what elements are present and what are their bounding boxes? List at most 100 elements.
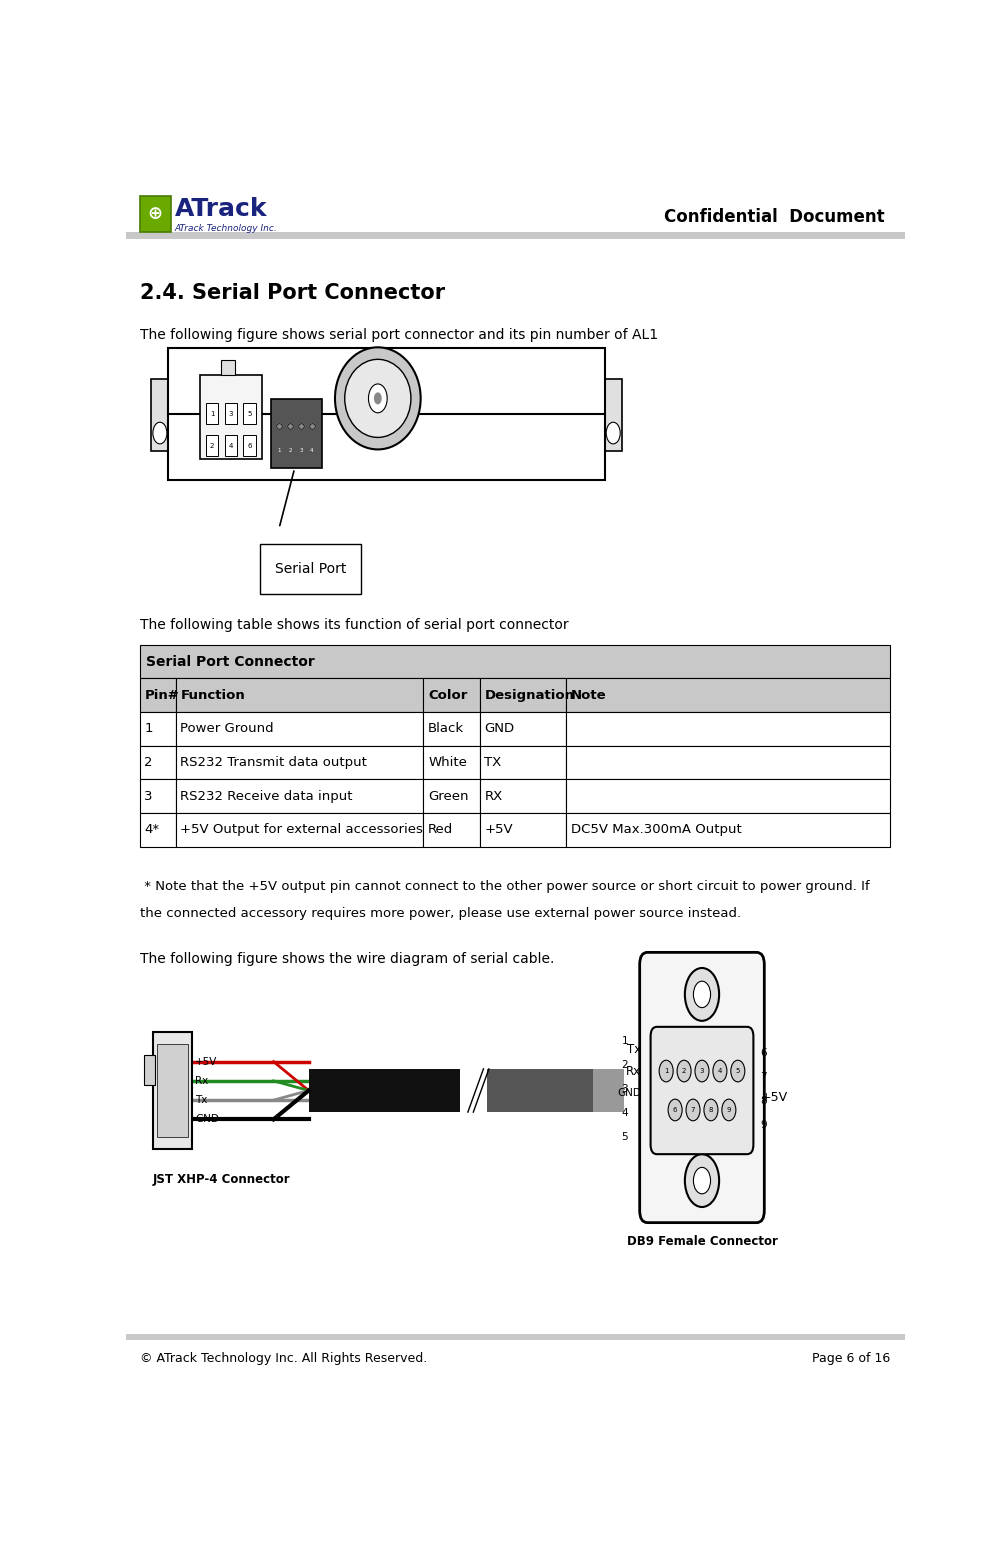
Text: * Note that the +5V output pin cannot connect to the other power source or short: * Note that the +5V output pin cannot co… [140, 880, 869, 894]
Circle shape [704, 1100, 718, 1120]
Bar [487, 1069, 624, 1112]
Bar [157, 1044, 188, 1137]
Circle shape [695, 1061, 709, 1081]
Circle shape [686, 1100, 700, 1120]
Bar [259, 544, 361, 594]
Text: +5V: +5V [484, 824, 514, 836]
Text: 1: 1 [664, 1069, 668, 1073]
Text: 2: 2 [210, 443, 214, 449]
Bar [126, 1334, 904, 1340]
Text: RS232 Receive data input: RS232 Receive data input [180, 789, 353, 803]
Bar [243, 435, 255, 457]
Text: JST XHP-4 Connector: JST XHP-4 Connector [153, 1173, 290, 1187]
Text: Rx: Rx [626, 1064, 641, 1078]
Bar [309, 1069, 460, 1112]
Text: 8: 8 [761, 1097, 767, 1106]
Text: Designation: Designation [484, 690, 575, 702]
Text: +5V Output for external accessories: +5V Output for external accessories [180, 824, 423, 836]
Text: © ATrack Technology Inc. All Rights Reserved.: © ATrack Technology Inc. All Rights Rese… [140, 1353, 427, 1365]
Bar [224, 402, 237, 424]
Text: ATrack: ATrack [175, 197, 267, 222]
Bar [140, 679, 176, 711]
Text: 2: 2 [681, 1069, 686, 1073]
Bar [140, 746, 176, 780]
Bar [566, 711, 890, 746]
Text: 1: 1 [145, 722, 153, 735]
Bar [423, 813, 479, 847]
Circle shape [374, 393, 382, 404]
Circle shape [606, 423, 620, 445]
Bar [224, 435, 237, 457]
Circle shape [684, 1154, 720, 1207]
Bar [206, 402, 218, 424]
Text: 3: 3 [621, 1084, 628, 1094]
Text: DB9 Female Connector: DB9 Female Connector [626, 1234, 778, 1248]
Text: Function: Function [180, 690, 245, 702]
Text: Power Ground: Power Ground [180, 722, 274, 735]
Bar [423, 780, 479, 813]
Text: The following figure shows serial port connector and its pin number of AL1: The following figure shows serial port c… [140, 328, 657, 342]
Text: 3: 3 [299, 448, 303, 454]
Text: 4*: 4* [145, 824, 160, 836]
Bar [479, 813, 566, 847]
Text: 1: 1 [621, 1036, 628, 1047]
Text: +5V: +5V [195, 1056, 217, 1067]
Circle shape [731, 1061, 745, 1081]
Text: 6: 6 [247, 443, 251, 449]
Text: 3: 3 [699, 1069, 705, 1073]
Text: 9: 9 [761, 1120, 767, 1129]
Bar [169, 348, 605, 480]
Text: ⊕: ⊕ [148, 204, 163, 223]
Text: 1: 1 [277, 448, 280, 454]
Text: the connected accessory requires more power, please use external power source in: the connected accessory requires more po… [140, 906, 741, 920]
Text: 8: 8 [709, 1108, 714, 1112]
Circle shape [659, 1061, 673, 1081]
Bar [464, 1069, 487, 1112]
Ellipse shape [345, 359, 411, 437]
Bar [566, 813, 890, 847]
Text: +5V: +5V [761, 1092, 788, 1104]
Text: 2.4. Serial Port Connector: 2.4. Serial Port Connector [140, 284, 445, 303]
Bar [153, 1031, 192, 1150]
Text: 4: 4 [621, 1108, 628, 1119]
Text: Tx: Tx [627, 1044, 641, 1056]
Bar [423, 711, 479, 746]
Text: RX: RX [484, 789, 502, 803]
Bar [566, 780, 890, 813]
Text: 3: 3 [145, 789, 153, 803]
Text: 6: 6 [673, 1108, 677, 1112]
Text: Color: Color [428, 690, 467, 702]
Bar [206, 435, 218, 457]
Bar [176, 780, 423, 813]
Text: 5: 5 [247, 410, 251, 417]
Text: Note: Note [571, 690, 606, 702]
Bar [221, 360, 235, 374]
Circle shape [369, 384, 387, 413]
Text: Serial Port Connector: Serial Port Connector [146, 655, 315, 669]
Text: 7: 7 [761, 1072, 767, 1083]
Text: 4: 4 [310, 448, 314, 454]
Text: 4: 4 [228, 443, 233, 449]
FancyBboxPatch shape [605, 379, 622, 451]
Text: Green: Green [428, 789, 468, 803]
Text: GND: GND [484, 722, 515, 735]
Circle shape [677, 1061, 691, 1081]
Text: 5: 5 [736, 1069, 740, 1073]
Text: White: White [428, 757, 467, 769]
Text: Rx: Rx [195, 1076, 208, 1086]
FancyBboxPatch shape [144, 1055, 155, 1084]
Ellipse shape [335, 348, 421, 449]
Text: Tx: Tx [195, 1095, 207, 1104]
Circle shape [153, 423, 167, 445]
Bar [140, 644, 890, 679]
Text: DC5V Max.300mA Output: DC5V Max.300mA Output [571, 824, 742, 836]
Bar [176, 813, 423, 847]
FancyBboxPatch shape [140, 195, 171, 231]
Text: 1: 1 [210, 410, 214, 417]
Bar [593, 1069, 624, 1112]
Text: Black: Black [428, 722, 464, 735]
Text: 2: 2 [621, 1061, 628, 1070]
Bar [140, 780, 176, 813]
Bar [140, 711, 176, 746]
Bar [176, 679, 423, 711]
